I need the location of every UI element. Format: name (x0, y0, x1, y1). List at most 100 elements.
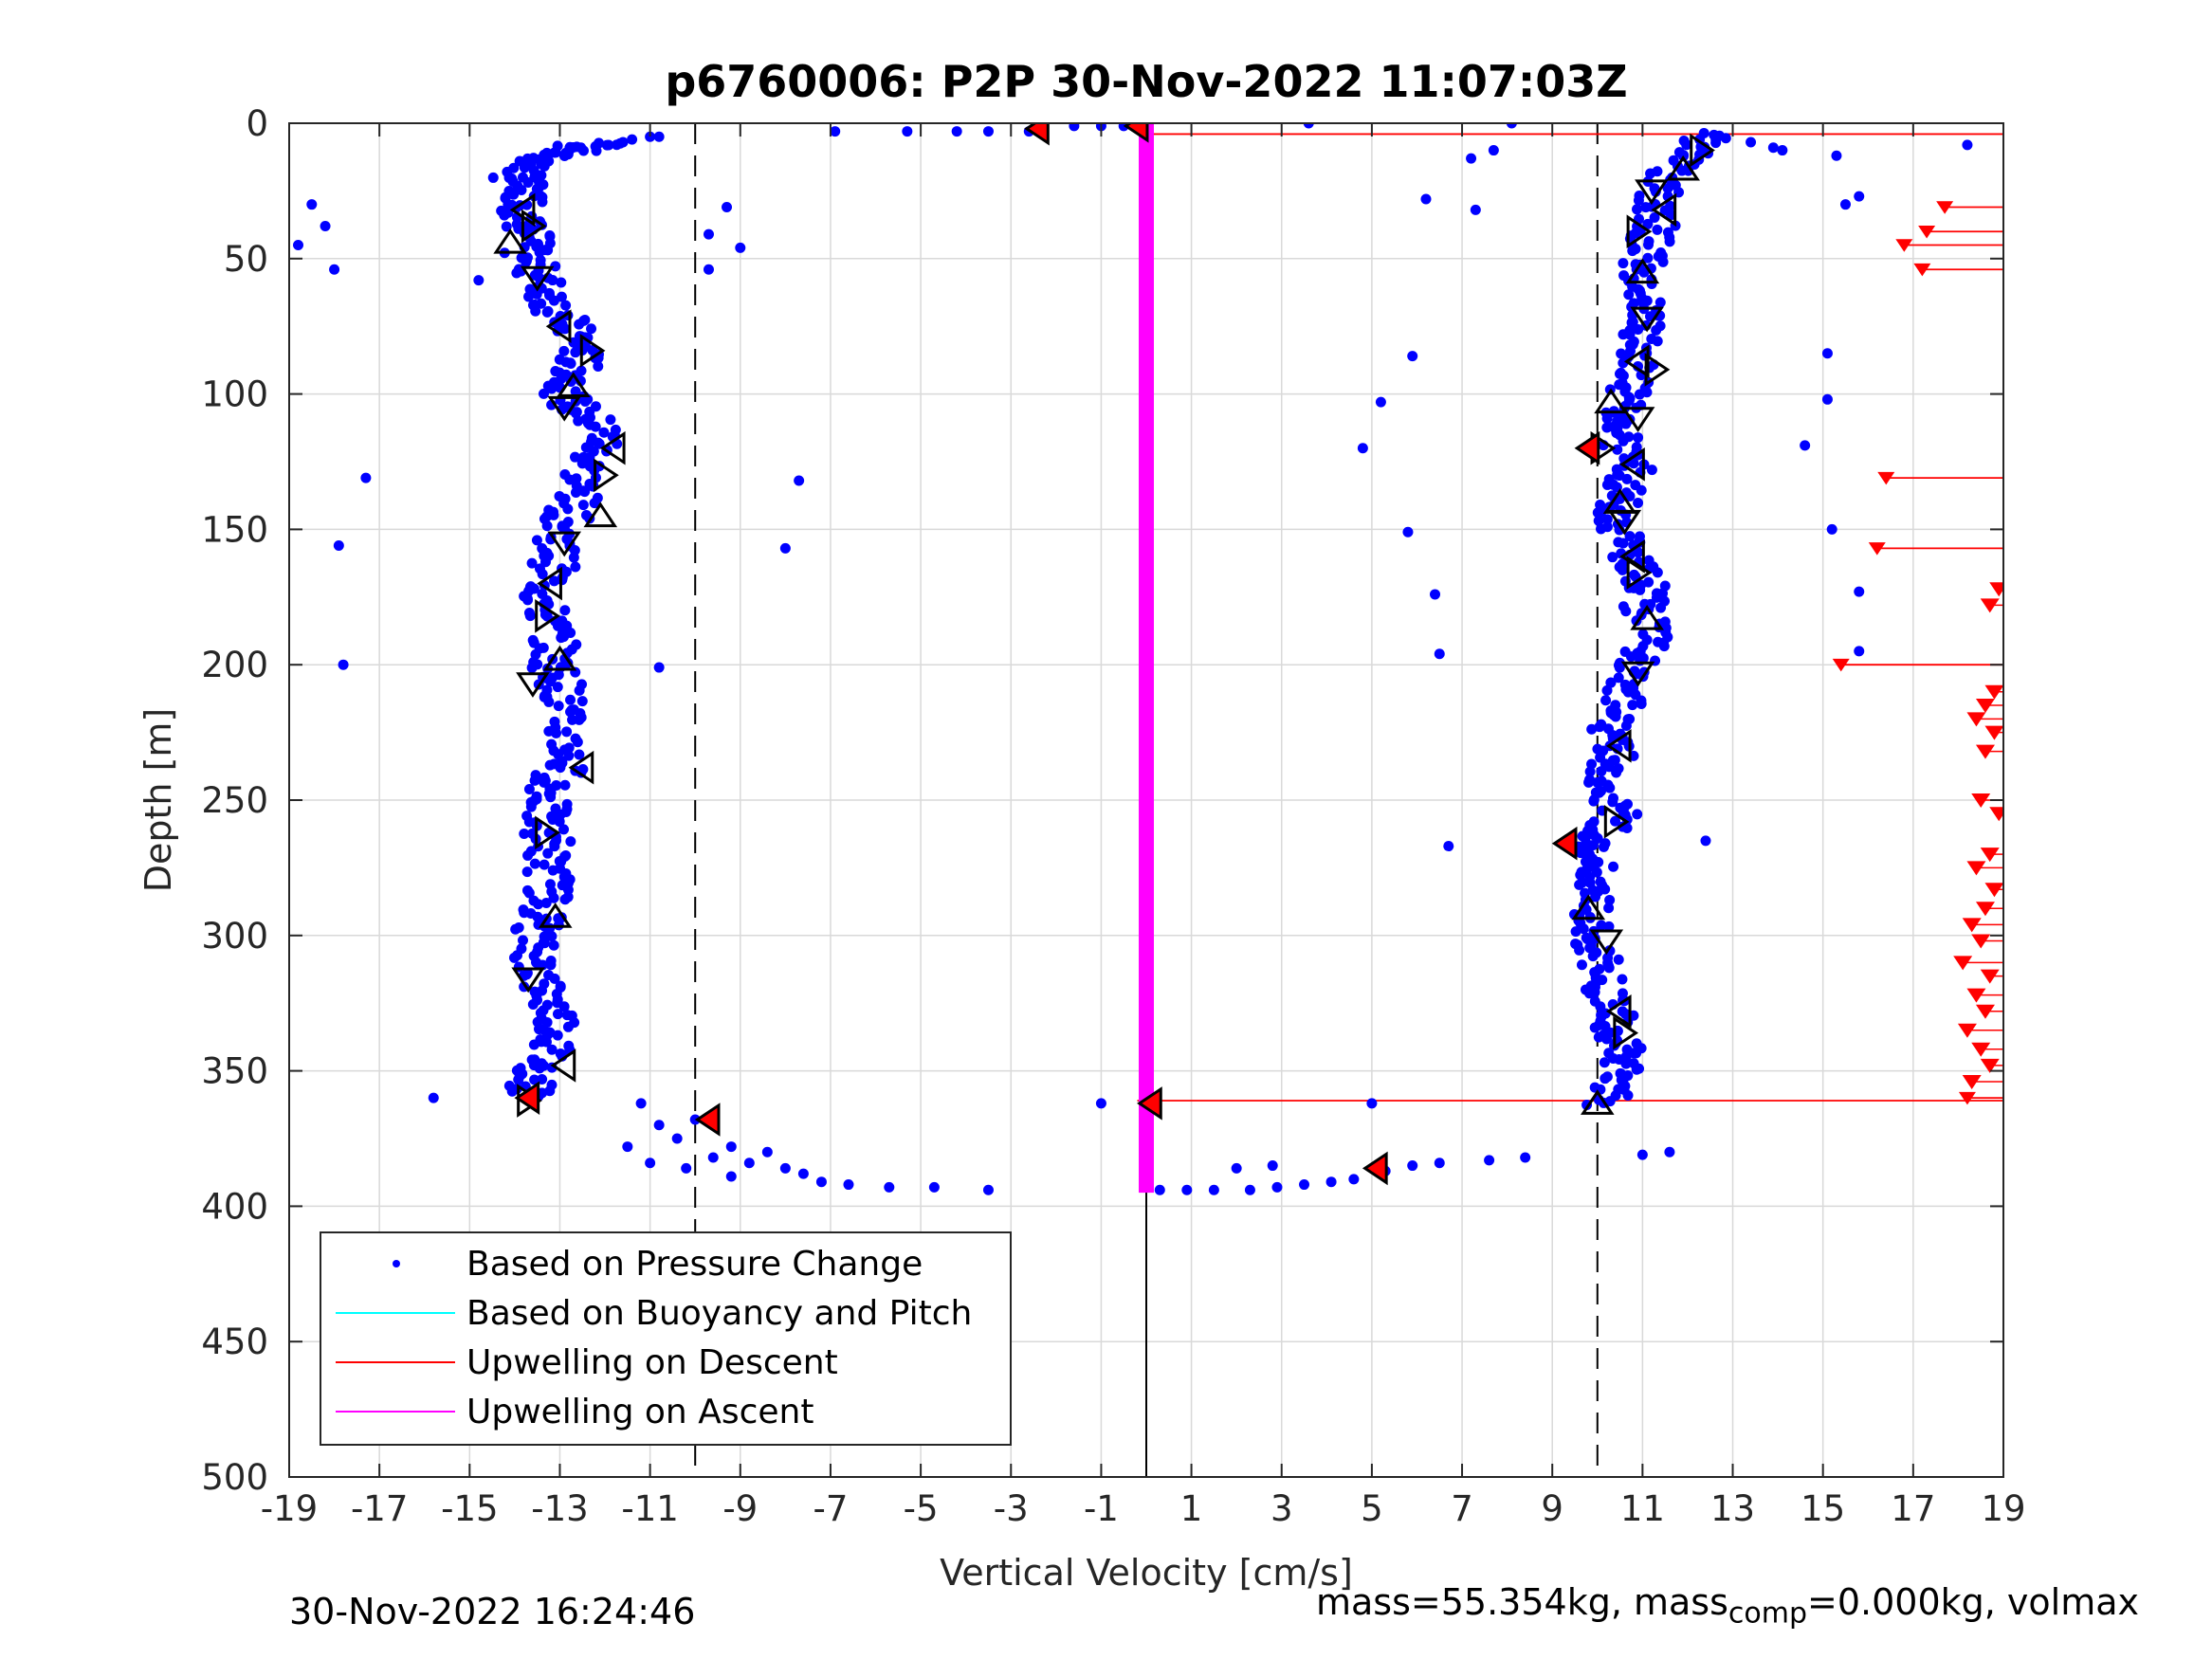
pressure-change-point (1596, 775, 1607, 787)
pressure-change-point (569, 451, 580, 463)
pressure-change-point (536, 298, 547, 309)
pressure-change-point (1627, 700, 1638, 711)
pressure-change-point (531, 288, 542, 300)
pressure-change-point (499, 210, 510, 221)
pressure-change-point (982, 1184, 994, 1195)
pressure-change-point (559, 605, 571, 616)
pressure-change-point (1668, 155, 1679, 166)
pressure-change-point (1632, 809, 1643, 820)
ascent-triangle-marker (1620, 407, 1655, 433)
pressure-change-point (1777, 145, 1788, 156)
highlight-triangle-marker (1574, 430, 1600, 465)
ascent-triangle-marker (1619, 447, 1645, 482)
plot-area (293, 123, 2003, 1195)
pressure-change-point (653, 662, 665, 673)
ascent-triangle-marker (1626, 214, 1653, 249)
pressure-change-point (1621, 798, 1633, 810)
pressure-change-point (518, 935, 529, 946)
pressure-change-point (548, 939, 559, 951)
pressure-change-point (1643, 236, 1654, 247)
footer-timestamp: 30-Nov-2022 16:24:46 (289, 1591, 696, 1632)
pressure-change-point (797, 1168, 809, 1179)
pressure-change-point (579, 486, 591, 498)
upwelling-descent-marker (1971, 934, 1991, 949)
upwelling-descent-marker (1975, 902, 1995, 917)
descent-triangle-marker (542, 645, 577, 671)
pressure-change-point (591, 145, 602, 156)
pressure-change-point (1618, 258, 1629, 269)
upwelling-descent-marker (1980, 848, 2000, 863)
descent-triangle-marker (556, 372, 591, 398)
pressure-change-point (534, 1063, 545, 1074)
pressure-change-point (1632, 204, 1643, 215)
ascent-triangle-marker (1623, 344, 1650, 379)
x-tick-label: 5 (1361, 1488, 1383, 1529)
pressure-change-point (1601, 684, 1613, 696)
upwelling-descent-marker (1975, 699, 1995, 714)
pressure-change-point (951, 126, 962, 137)
y-tick-label: 100 (201, 374, 268, 415)
x-tick-label: -9 (722, 1488, 758, 1529)
pressure-change-point (1443, 841, 1454, 852)
y-tick-label: 0 (246, 103, 268, 144)
pressure-change-point (1633, 432, 1644, 444)
pressure-change-point (590, 421, 601, 432)
pressure-change-point (1652, 166, 1663, 177)
pressure-change-point (1633, 361, 1644, 373)
ascent-triangle-marker (1620, 661, 1655, 687)
pressure-change-point (1678, 136, 1690, 147)
pressure-change-point (521, 592, 533, 604)
pressure-change-point (521, 866, 533, 878)
pressure-change-point (928, 1181, 940, 1193)
pressure-change-point (1615, 1067, 1626, 1079)
pressure-change-point (549, 973, 560, 984)
pressure-change-point (1628, 298, 1639, 309)
upwelling-descent-marker (1980, 1058, 2000, 1073)
pressure-change-point (559, 894, 571, 905)
pressure-change-point (1854, 646, 1865, 657)
pressure-change-point (671, 1133, 683, 1144)
pressure-change-point (510, 923, 521, 935)
pressure-change-point (1746, 137, 1757, 148)
pressure-change-point (1095, 1098, 1106, 1109)
upwelling-descent-marker (1975, 744, 1995, 759)
pressure-change-point (1821, 348, 1833, 359)
y-axis-ticks: 0 50 100 150 200 250 300 350 400 450 500 (201, 103, 2003, 1498)
pressure-change-point (1631, 442, 1642, 453)
pressure-change-point (1613, 537, 1624, 548)
pressure-change-point (529, 269, 540, 281)
pressure-change-point (1613, 672, 1624, 684)
pressure-change-point (521, 257, 532, 268)
pressure-change-point (1407, 1160, 1418, 1172)
pressure-change-point (1643, 555, 1654, 566)
pressure-change-point (1402, 526, 1414, 538)
pressure-change-point (554, 816, 565, 828)
pressure-change-point (1366, 1098, 1378, 1109)
pressure-change-point (1636, 1149, 1648, 1160)
upwelling-descent-marker (1971, 1042, 1991, 1057)
descent-triangle-marker (599, 430, 626, 465)
pressure-change-point (574, 319, 585, 330)
pressure-change-point (1357, 443, 1368, 454)
y-axis-label: Depth [m] (137, 708, 179, 893)
pressure-change-point (1831, 150, 1842, 161)
pressure-change-point (1299, 1179, 1310, 1191)
upwelling-ascent-band (1139, 123, 1154, 1194)
pressure-change-point (1662, 227, 1673, 238)
pressure-change-point (1348, 1174, 1360, 1185)
x-tick-label: 17 (1891, 1488, 1935, 1529)
pressure-change-point (526, 557, 538, 569)
pressure-change-point (533, 899, 544, 910)
pressure-change-point (1580, 887, 1591, 899)
pressure-change-point (1208, 1184, 1219, 1195)
upwelling-descent-marker (1868, 542, 1886, 556)
upwelling-descent-marker (1953, 956, 1973, 971)
pressure-change-point (794, 475, 805, 486)
pressure-change-point (530, 305, 541, 317)
ascent-triangle-marker (1625, 258, 1660, 284)
pressure-change-point (703, 228, 714, 240)
pressure-change-point (428, 1092, 439, 1103)
pressure-change-point (1589, 995, 1600, 1007)
pressure-change-point (815, 1176, 827, 1188)
x-tick-label: -19 (261, 1488, 318, 1529)
